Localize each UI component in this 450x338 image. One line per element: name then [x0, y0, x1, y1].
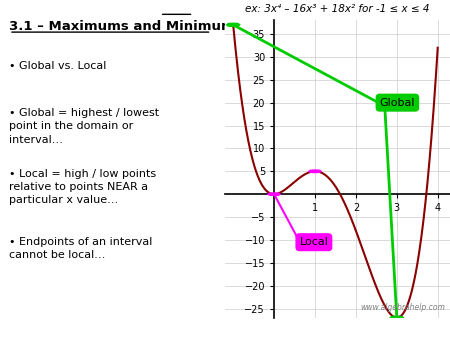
Text: Local: Local [299, 237, 328, 247]
Text: Global: Global [380, 98, 415, 107]
Text: • Global = highest / lowest
point in the domain or
interval…: • Global = highest / lowest point in the… [9, 108, 159, 145]
Text: • Global vs. Local: • Global vs. Local [9, 61, 106, 71]
Text: • Endpoints of an interval
cannot be local…: • Endpoints of an interval cannot be loc… [9, 237, 153, 260]
Text: www.algebrahelp.com: www.algebrahelp.com [360, 303, 446, 312]
Text: • Local = high / low points
relative to points NEAR a
particular x value…: • Local = high / low points relative to … [9, 169, 156, 206]
Text: ex: 3x⁴ – 16x³ + 18x² for -1 ≤ x ≤ 4: ex: 3x⁴ – 16x³ + 18x² for -1 ≤ x ≤ 4 [245, 4, 430, 14]
Text: 3.1 – Maximums and Minimums: 3.1 – Maximums and Minimums [9, 20, 243, 33]
